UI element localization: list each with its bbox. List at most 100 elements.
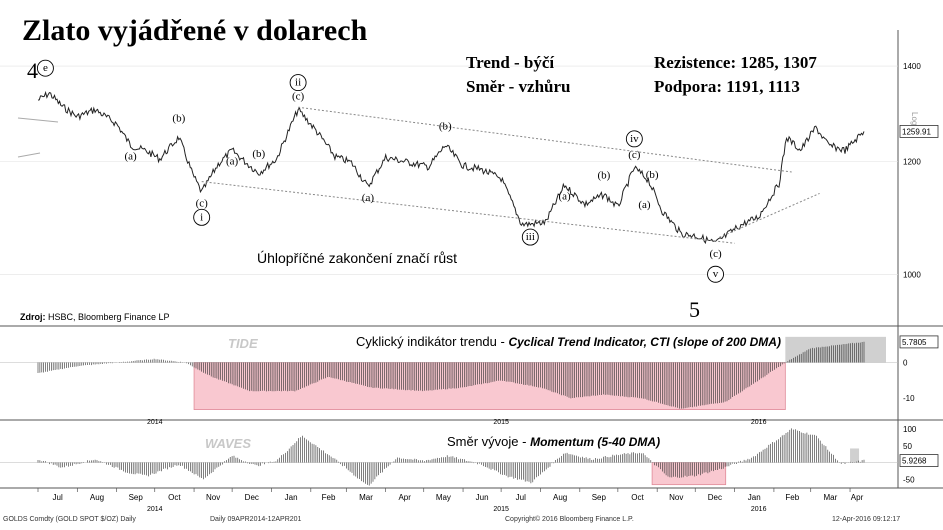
support-label: Podpora: 1191, 1113 [654,77,800,96]
footer-copyright: Copyright© 2016 Bloomberg Finance L.P. [505,516,634,523]
x-tick-label-16: Nov [669,493,683,502]
wave-5-label: 5 [689,297,700,322]
year-label-top-0: 2014 [147,419,163,426]
resistance-label: Rezistence: 1285, 1307 [654,53,817,72]
wave-label-6: (b) [252,148,265,160]
year-label-bottom-2: 2016 [751,506,767,513]
wave-label-9: (a) [362,192,375,204]
chart-title: Zlato vyjádřené v dolarech [22,14,368,47]
source-prefix: Zdroj: [20,312,46,322]
x-tick-label-6: Jan [285,493,298,502]
momentum-label-cz: Směr vývoje - [447,434,531,449]
x-tick-label-2: Sep [129,493,144,502]
cti-label-en: Cyclical Trend Indicator, CTI (slope of … [508,335,781,349]
year-label-bottom-0: 2014 [147,506,163,513]
momentum-ytick-0: 100 [903,425,917,434]
x-tick-label-13: Aug [553,493,567,502]
lower-trendline [201,181,735,244]
direction-label: Směr - vzhůru [466,77,571,96]
x-tick-label-0: Jul [53,493,63,502]
upper-trendline [298,106,792,173]
waves-watermark: WAVES [205,436,251,451]
x-tick-label-18: Jan [748,493,761,502]
wave-circle-iii [521,228,539,246]
source-text: HSBC, Bloomberg Finance LP [45,312,170,322]
last-price-box [899,125,939,138]
wave-4-label: 4 [27,58,38,83]
wave-label-0: e [43,62,48,74]
cti-panel-label: Cyklický indikátor trendu - Cyclical Tre… [356,334,781,349]
x-tick-label-3: Oct [168,493,181,502]
wave-label-2: (b) [172,112,185,124]
wave-label-12: iii [526,231,535,243]
wave-label-1: (a) [125,150,138,162]
momentum-positive-zone [850,448,860,463]
wave-e-top-tick [17,117,59,123]
cti-label-cz: Cyklický indikátor trendu - [356,334,509,349]
trend-label: Trend - býčí [466,53,555,72]
x-tick-label-19: Feb [785,493,799,502]
tide-watermark: TIDE [228,336,258,351]
x-tick-label-14: Sep [592,493,607,502]
footer-ticker: GOLDS Comdty (GOLD SPOT $/OZ) Daily [3,516,136,523]
price-ytick-0: 1400 [903,62,921,71]
wave-circle-iv [625,130,643,148]
wave-label-7: ii [295,77,301,89]
wave-label-10: (b) [439,120,452,132]
source-note: Zdroj: HSBC, Bloomberg Finance LP [20,312,170,322]
wave-circle-ii [289,74,307,92]
x-tick-label-5: Dec [245,493,259,502]
wave-label-18: (b) [646,169,659,181]
wave-label-5: (a) [226,155,239,167]
cti-bars [37,341,865,409]
wave-e-bottom-tick [17,152,41,158]
wave-circle-v [707,265,724,283]
wave-label-8: (c) [292,91,305,103]
price-yaxis-label: Log [910,112,919,125]
wave-label-17: (a) [638,199,651,211]
footer-range: Daily 09APR2014-12APR201 [210,516,302,523]
x-tick-label-20: Mar [823,493,837,502]
wave-label-13: (a) [558,190,571,202]
x-tick-label-15: Oct [631,493,644,502]
wave-circle-i [193,208,211,226]
footer-timestamp: 12-Apr-2016 09:12:17 [832,516,901,523]
wave-label-16: (c) [628,149,641,161]
wave-label-15: iv [630,133,639,145]
wave-label-14: (b) [597,170,610,182]
wave-label-3: (c) [196,197,209,209]
cti-last-box [899,335,939,349]
wave-label-19: (c) [709,248,722,260]
momentum-last-box [899,454,939,467]
cti-last-value: 5.7805 [902,338,927,347]
momentum-bars [37,428,865,486]
x-tick-label-1: Aug [90,493,104,502]
price-ytick-2: 1000 [903,271,921,280]
wave-circle-e [36,59,54,77]
last-price-value: 1259.91 [902,127,931,136]
x-tick-label-9: Apr [398,493,411,502]
x-tick-label-10: May [436,493,451,502]
momentum-ytick-1: 50 [903,442,912,451]
x-tick-label-4: Nov [206,493,220,502]
price-ytick-1: 1200 [903,158,921,167]
momentum-last-value: 5.9268 [902,457,927,466]
momentum-label-en: Momentum (5-40 DMA) [530,435,661,449]
x-tick-label-21: Apr [851,493,864,502]
momentum-panel-label: Směr vývoje - Momentum (5-40 DMA) [447,434,660,449]
wave-label-20: v [713,268,719,280]
wave-label-4: i [200,211,203,223]
diagonal-annotation: Úhlopříčné zakončení značí růst [257,250,457,266]
x-tick-label-17: Dec [708,493,722,502]
year-label-top-2: 2016 [751,419,767,426]
cti-ytick-0: 0 [903,359,908,368]
year-label-top-1: 2015 [493,419,509,426]
x-tick-label-7: Feb [322,493,336,502]
x-tick-label-12: Jul [516,493,526,502]
x-tick-label-11: Jun [476,493,489,502]
x-tick-label-8: Mar [359,493,373,502]
momentum-ytick-3: -50 [903,475,915,484]
cti-ytick-1: -10 [903,394,915,403]
year-label-bottom-1: 2015 [493,506,509,513]
